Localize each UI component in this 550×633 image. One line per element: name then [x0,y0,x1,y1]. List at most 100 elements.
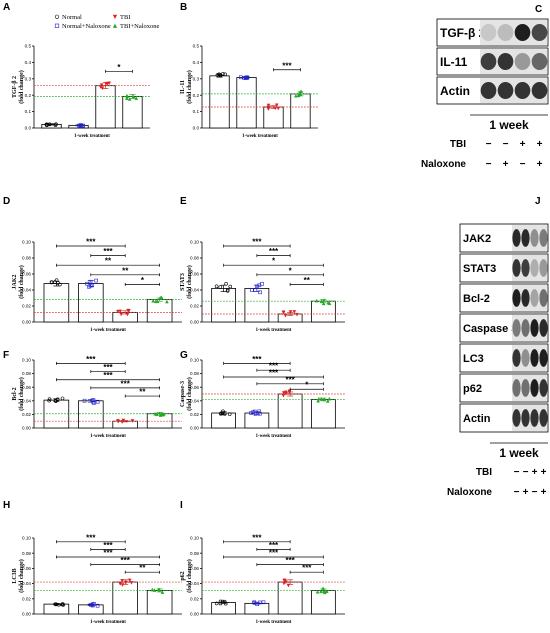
protein-label-5: LC3 [463,353,484,365]
y-axis-label-unit: (fold change) [18,265,25,299]
blot-band [497,53,514,70]
bar-3 [277,581,303,615]
x-axis-label: 1-week treatment [242,134,278,139]
significance-label: *** [103,549,113,558]
significance-label: *** [285,375,295,384]
blot-band [539,229,548,247]
data-point [252,409,257,414]
y-tick-label: 0.04 [190,398,199,403]
y-tick-label: 0.06 [190,272,199,277]
legend: Normal Normal+Naloxone TBI TBI+Naloxone [54,14,160,30]
data-point [95,399,100,404]
data-point [257,283,262,288]
blot-band [539,289,548,307]
data-point [238,75,243,80]
significance-label: *** [103,247,113,256]
data-point [222,412,227,416]
y-tick-label: 0.3 [193,76,200,81]
blot-band [539,259,548,277]
data-point [95,603,100,608]
y-tick-label: 0.02 [190,412,199,417]
y-tick-label: 0.08 [190,371,199,376]
blot-band [514,53,531,70]
significance-label: ** [139,388,146,397]
blot-band [480,53,497,70]
data-point [116,309,120,314]
data-point [245,76,249,80]
significance-label: *** [121,379,131,388]
y-axis-label: TGF-β 2 [12,76,18,98]
data-point [125,312,130,317]
data-point [121,418,126,423]
y-axis-label: Bcl-2 [12,387,18,400]
y-tick-label: 0.3 [25,76,32,81]
panel-label-c: C [535,4,542,15]
bar-3 [263,106,284,129]
condition-sign: − [523,467,529,478]
significance-label: * [289,266,293,275]
data-point [325,399,330,403]
y-tick-label: 0.10 [190,240,199,245]
significance-label: ** [122,266,129,275]
y-axis-label: IL-11 [180,80,186,94]
blot-band [530,259,539,277]
significance-label: * [141,276,145,285]
data-point [249,411,253,415]
significance-label: *** [86,533,96,542]
blot-band [521,409,530,427]
blot-band [480,82,497,99]
bar-2 [78,283,104,323]
bar-2 [78,400,104,429]
blot-band [521,289,530,307]
protein-label-1: JAK2 [463,233,491,245]
condition-sign: − [514,487,520,498]
condition-sign: + [541,467,547,478]
y-tick-label: 0.04 [22,581,31,586]
blot-band [512,259,521,277]
blot-band [531,24,548,41]
chart-panel-i: I 0.00 0.02 0.04 0.06 0.08 0.10 p62 (fold change… [180,500,345,625]
condition-label-1: TBI [450,139,466,150]
legend-marker-1 [54,14,60,19]
data-point [100,86,105,91]
condition-sign: + [523,487,529,498]
condition-sign: + [532,467,538,478]
condition-sign: + [537,139,543,150]
y-tick-label: 0.2 [193,93,200,98]
data-point [294,93,298,98]
blot-band [480,24,497,41]
y-axis-label: LC3B [12,568,18,583]
time-label: 1 week [499,446,539,460]
significance-label: *** [252,238,262,247]
legend-marker-3 [112,14,118,20]
significance-label: * [305,381,309,390]
legend-label-3: TBI [120,14,130,21]
data-point [54,122,58,127]
y-axis-label-unit: (fold change) [18,559,25,593]
data-point [127,309,131,313]
y-tick-label: 0.00 [190,320,199,325]
data-point [104,81,108,86]
data-point [227,412,232,416]
x-axis-label: 1-week treatment [256,620,292,625]
y-tick-label: 0.1 [193,109,200,114]
data-point [283,314,288,318]
data-point [221,409,225,414]
data-point [319,396,324,401]
data-point [324,589,329,593]
y-axis-label: STAT3 [180,273,186,291]
blot-band [521,259,530,277]
significance-label: *** [252,355,262,364]
condition-label-1: TBI [476,467,492,478]
bar-4 [311,399,336,429]
data-point [53,123,58,127]
data-point [125,96,129,100]
data-point [134,96,139,101]
significance-label: ** [139,564,146,573]
y-tick-label: 0.04 [22,398,31,403]
blot-band [521,379,530,397]
y-axis-label-unit: (fold change) [18,70,25,104]
blot-band [512,289,521,307]
condition-label-2: Naloxone [421,159,466,170]
y-tick-label: 0.06 [22,566,31,571]
